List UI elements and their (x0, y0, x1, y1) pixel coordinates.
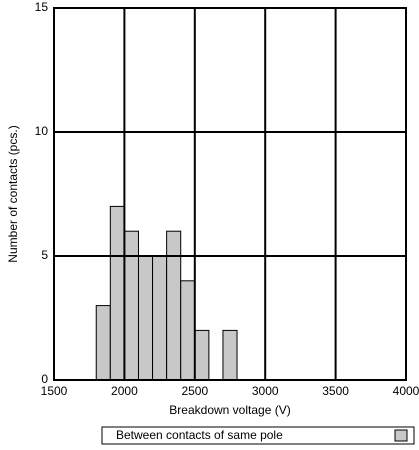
bar (194, 329, 210, 381)
bar (123, 230, 139, 381)
bar (95, 305, 111, 381)
bar (180, 280, 196, 381)
x-tick-label: 3000 (252, 384, 279, 398)
bar (109, 205, 125, 381)
bar (166, 230, 182, 381)
legend-box (101, 426, 415, 445)
bar (152, 255, 168, 381)
bar (137, 255, 154, 381)
plot-frame (53, 7, 407, 381)
x-tick-label: 4000 (393, 384, 419, 398)
x-tick-label: 1500 (41, 384, 68, 398)
x-tick-label: 3500 (322, 384, 349, 398)
legend-label: Between contacts of same pole (116, 428, 283, 442)
y-tick-label: 15 (35, 0, 49, 14)
x-axis-label: Breakdown voltage (V) (169, 403, 290, 417)
y-axis-label: Number of contacts (pcs.) (6, 125, 20, 262)
y-tick-label: 5 (41, 248, 48, 262)
x-tick-label: 2000 (111, 384, 138, 398)
bar (222, 329, 238, 381)
y-tick-label: 0 (41, 372, 48, 386)
x-tick-label: 2500 (181, 384, 208, 398)
y-tick-label: 10 (35, 124, 49, 138)
legend-swatch (394, 429, 408, 442)
